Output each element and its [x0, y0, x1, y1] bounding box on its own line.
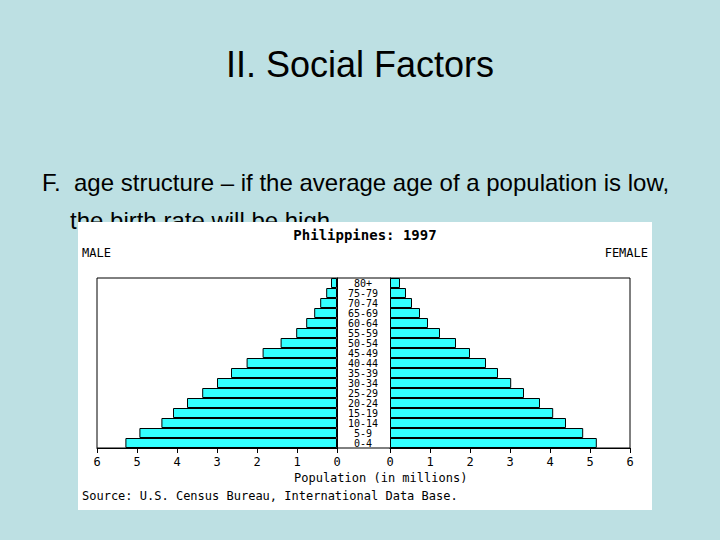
svg-text:5: 5: [586, 455, 593, 469]
svg-text:60-64: 60-64: [348, 318, 378, 329]
svg-text:55-59: 55-59: [348, 328, 378, 339]
svg-text:4: 4: [173, 455, 180, 469]
svg-text:80+: 80+: [354, 278, 372, 289]
svg-text:2: 2: [466, 455, 473, 469]
svg-text:1: 1: [293, 455, 300, 469]
svg-text:25-29: 25-29: [348, 388, 378, 399]
svg-text:10-14: 10-14: [348, 418, 378, 429]
svg-text:0-4: 0-4: [354, 438, 372, 449]
svg-text:30-34: 30-34: [348, 378, 378, 389]
svg-text:3: 3: [506, 455, 513, 469]
svg-text:Source: U.S. Census Bureau, In: Source: U.S. Census Bureau, Internationa…: [82, 489, 458, 503]
svg-text:2: 2: [253, 455, 260, 469]
svg-text:75-79: 75-79: [348, 288, 378, 299]
svg-text:0: 0: [333, 455, 340, 469]
svg-text:Philippines: 1997: Philippines: 1997: [293, 227, 436, 243]
svg-text:6: 6: [93, 455, 100, 469]
svg-text:5-9: 5-9: [354, 428, 372, 439]
svg-text:20-24: 20-24: [348, 398, 378, 409]
svg-text:Population (in millions): Population (in millions): [294, 471, 467, 485]
svg-text:40-44: 40-44: [348, 358, 378, 369]
svg-text:70-74: 70-74: [348, 298, 378, 309]
svg-text:3: 3: [213, 455, 220, 469]
svg-text:15-19: 15-19: [348, 408, 378, 419]
svg-text:45-49: 45-49: [348, 348, 378, 359]
svg-text:5: 5: [133, 455, 140, 469]
svg-text:6: 6: [626, 455, 633, 469]
svg-text:1: 1: [426, 455, 433, 469]
svg-text:0: 0: [386, 455, 393, 469]
svg-text:4: 4: [546, 455, 553, 469]
svg-text:35-39: 35-39: [348, 368, 378, 379]
svg-text:FEMALE: FEMALE: [605, 246, 648, 260]
svg-text:50-54: 50-54: [348, 338, 378, 349]
svg-text:MALE: MALE: [82, 246, 111, 260]
svg-text:65-69: 65-69: [348, 308, 378, 319]
